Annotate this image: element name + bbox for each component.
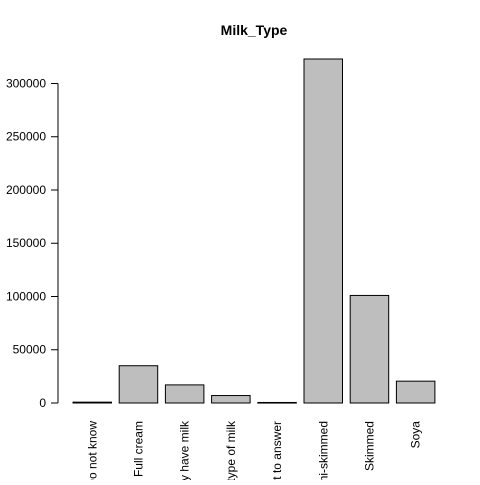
- bar: [395, 380, 436, 404]
- y-tick-label: 150000: [6, 236, 46, 250]
- y-axis: 0 50000 100000 150000 200000 250000 300000: [6, 76, 59, 410]
- y-tick-label: 50000: [13, 343, 47, 357]
- bar: [303, 58, 343, 404]
- x-category-label: Full cream: [131, 421, 145, 477]
- x-category-label: Other type of milk: [224, 420, 238, 480]
- bar: [164, 384, 205, 404]
- x-axis-labels: Do not know Full cream Rarely have milk Oth…: [85, 420, 422, 480]
- x-category-label: Skimmed: [362, 421, 376, 471]
- bars-group: [72, 58, 436, 404]
- bar: [257, 401, 297, 404]
- y-tick-label: 250000: [6, 130, 46, 144]
- y-tick-label: 0: [39, 396, 46, 410]
- x-category-label: Do not know: [85, 421, 99, 480]
- x-category-label: Semi-skimmed: [316, 421, 330, 480]
- y-tick-label: 100000: [6, 289, 46, 303]
- x-category-label: Prefer not to answer: [270, 421, 284, 480]
- bar: [349, 294, 390, 404]
- bar: [211, 395, 251, 404]
- x-category-label: Soya: [409, 421, 423, 449]
- bar: [118, 365, 159, 404]
- y-tick-label: 200000: [6, 183, 46, 197]
- chart-title: Milk_Type: [221, 22, 288, 38]
- x-category-label: Rarely have milk: [178, 420, 192, 480]
- y-tick-label: 300000: [6, 76, 46, 90]
- bar: [72, 401, 112, 404]
